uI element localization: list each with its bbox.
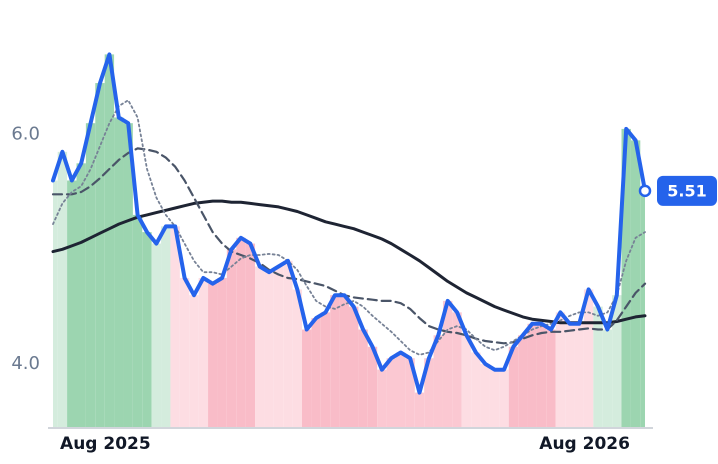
background-bar: [57, 151, 68, 427]
x-tick-label: Aug 2025: [60, 434, 151, 454]
last-value-label: 5.51: [667, 181, 706, 200]
background-bar: [349, 306, 359, 427]
background-bar: [151, 243, 162, 427]
last-value-badge: [657, 175, 717, 206]
series-line: [51, 199, 647, 325]
background-bar: [330, 295, 340, 427]
background-bar: [602, 329, 613, 427]
background-bar: [621, 128, 631, 427]
background-bar: [208, 283, 218, 427]
background-bar: [161, 226, 171, 427]
background-bar: [320, 312, 331, 427]
background-bar: [612, 295, 622, 427]
background-bar: [386, 358, 396, 427]
background-bar: [395, 352, 406, 427]
background-bar: [405, 358, 415, 427]
background-bar: [640, 190, 645, 427]
series-line: [51, 147, 647, 345]
background-bar: [414, 392, 425, 427]
background-bar: [555, 312, 566, 427]
background-bar: [583, 289, 594, 427]
x-tick-label: Aug 2026: [539, 434, 630, 454]
background-bar: [546, 329, 556, 427]
background-bar: [311, 318, 321, 427]
background-bar: [452, 312, 462, 427]
background-bar: [302, 329, 312, 427]
background-bar: [53, 180, 58, 427]
background-bar: [217, 277, 227, 427]
background-bar: [433, 335, 443, 427]
background-bar: [170, 226, 180, 427]
background-bar: [264, 272, 274, 427]
background-bar: [142, 232, 152, 427]
y-tick-label: 4.0: [11, 353, 40, 374]
background-bar: [593, 306, 603, 427]
background-bar: [292, 289, 303, 427]
background-bar: [114, 117, 124, 427]
background-bar: [442, 300, 453, 427]
background-bar: [499, 369, 509, 427]
background-bar: [358, 329, 368, 427]
background-bar: [198, 277, 209, 427]
background-bar: [189, 295, 199, 427]
background-bar: [255, 266, 265, 427]
series-line: [51, 52, 647, 395]
background-bar: [245, 243, 256, 427]
background-bar: [508, 346, 519, 427]
background-bar: [179, 277, 190, 427]
background-bar: [273, 266, 284, 427]
background-bar: [104, 54, 115, 427]
background-bar: [518, 335, 528, 427]
lines: [51, 52, 647, 395]
background-bar: [471, 352, 481, 427]
background-bar: [123, 123, 133, 427]
background-bar: [226, 249, 237, 427]
background-bar: [339, 295, 349, 427]
background-bar: [630, 140, 641, 427]
background-bar: [527, 323, 537, 427]
background-bar: [536, 323, 547, 427]
background-bar: [132, 214, 143, 427]
background-bar: [76, 163, 86, 427]
background-bar: [95, 83, 105, 427]
background-bar: [236, 237, 246, 427]
background-bar: [424, 358, 434, 427]
last-point: [638, 184, 652, 198]
background-bar: [489, 369, 500, 427]
background-bar: [283, 260, 293, 427]
background-bar: [85, 123, 96, 427]
background-bars: [53, 54, 645, 427]
background-bar: [461, 335, 472, 427]
y-tick-label: 6.0: [11, 124, 40, 145]
background-bar: [574, 323, 584, 427]
background-bar: [565, 323, 575, 427]
background-bar: [367, 346, 378, 427]
background-bar: [377, 369, 387, 427]
labels: 4.0 6.0 Aug 2025 Aug 2026 5.51: [11, 124, 717, 454]
background-bar: [480, 363, 490, 427]
background-bar: [67, 180, 77, 427]
